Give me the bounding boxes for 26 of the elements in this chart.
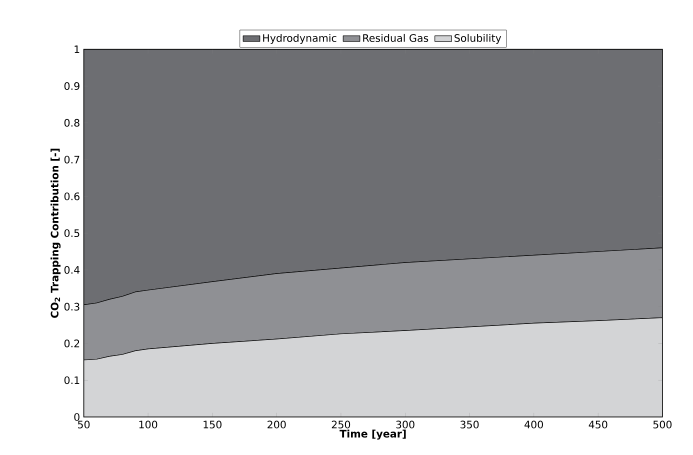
y-tick-label: 0.6: [64, 192, 80, 200]
y-tick-label: 0.7: [64, 155, 80, 164]
y-axis-title: CO$_{2}$ Trapping Contribution [-]: [50, 148, 61, 318]
x-tick-label: 300: [396, 420, 414, 428]
y-tick-label: 0.8: [64, 118, 80, 126]
x-tick-label: 50: [78, 420, 90, 428]
x-axis-title: Time [year]: [340, 429, 406, 440]
x-tick-label: 450: [588, 420, 608, 428]
x-tick-label: 500: [653, 420, 672, 428]
y-tick-label: 0.4: [64, 266, 80, 274]
y-tick-label: 0.2: [64, 339, 80, 348]
x-tick-label: 350: [460, 420, 479, 428]
x-tick-label: 100: [139, 420, 158, 428]
x-tick-label: 400: [524, 420, 543, 428]
y-tick-label: 0.9: [64, 82, 80, 90]
legend-label: Residual Gas: [363, 34, 428, 42]
y-tick-label: 0.3: [64, 302, 80, 310]
legend-label: Solubility: [454, 34, 502, 44]
y-tick-label: 0.1: [64, 376, 80, 384]
y-tick-label: 0.5: [64, 229, 80, 237]
legend-label: Hydrodynamic: [263, 34, 336, 44]
x-tick-label: 250: [332, 420, 350, 428]
y-tick-label: 1: [74, 45, 80, 53]
y-tick-label: 0: [74, 412, 80, 421]
x-tick-label: 150: [204, 420, 222, 428]
x-tick-label: 200: [268, 420, 286, 428]
